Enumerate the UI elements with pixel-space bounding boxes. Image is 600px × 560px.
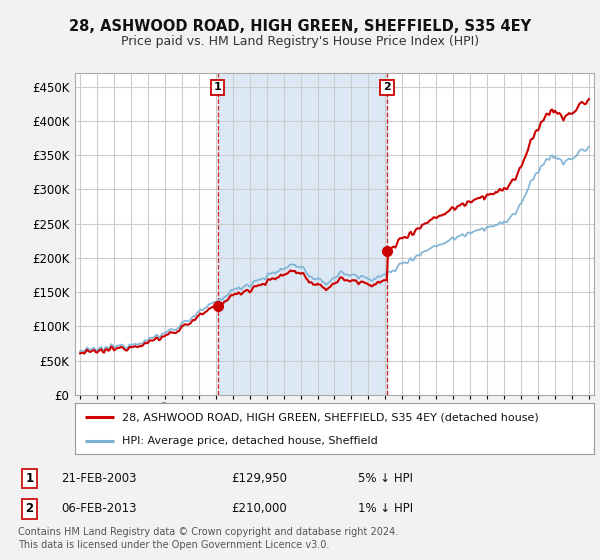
Text: 21-FEB-2003: 21-FEB-2003 [61, 472, 136, 485]
Text: 06-FEB-2013: 06-FEB-2013 [61, 502, 136, 516]
Text: £210,000: £210,000 [231, 502, 287, 516]
Bar [218, 73, 387, 395]
Text: Price paid vs. HM Land Registry's House Price Index (HPI): Price paid vs. HM Land Registry's House … [121, 35, 479, 48]
Text: Contains HM Land Registry data © Crown copyright and database right 2024.: Contains HM Land Registry data © Crown c… [18, 528, 398, 538]
Text: 1% ↓ HPI: 1% ↓ HPI [358, 502, 413, 516]
Text: 28, ASHWOOD ROAD, HIGH GREEN, SHEFFIELD, S35 4EY (detached house): 28, ASHWOOD ROAD, HIGH GREEN, SHEFFIELD,… [122, 412, 538, 422]
Text: £129,950: £129,950 [231, 472, 287, 485]
Text: 2: 2 [25, 502, 34, 516]
Text: 28, ASHWOOD ROAD, HIGH GREEN, SHEFFIELD, S35 4EY: 28, ASHWOOD ROAD, HIGH GREEN, SHEFFIELD,… [69, 20, 531, 34]
Text: 2: 2 [383, 82, 391, 92]
Text: 1: 1 [25, 472, 34, 485]
Text: This data is licensed under the Open Government Licence v3.0.: This data is licensed under the Open Gov… [18, 540, 329, 550]
Text: HPI: Average price, detached house, Sheffield: HPI: Average price, detached house, Shef… [122, 436, 377, 446]
Text: 1: 1 [214, 82, 221, 92]
Text: 5% ↓ HPI: 5% ↓ HPI [358, 472, 413, 485]
